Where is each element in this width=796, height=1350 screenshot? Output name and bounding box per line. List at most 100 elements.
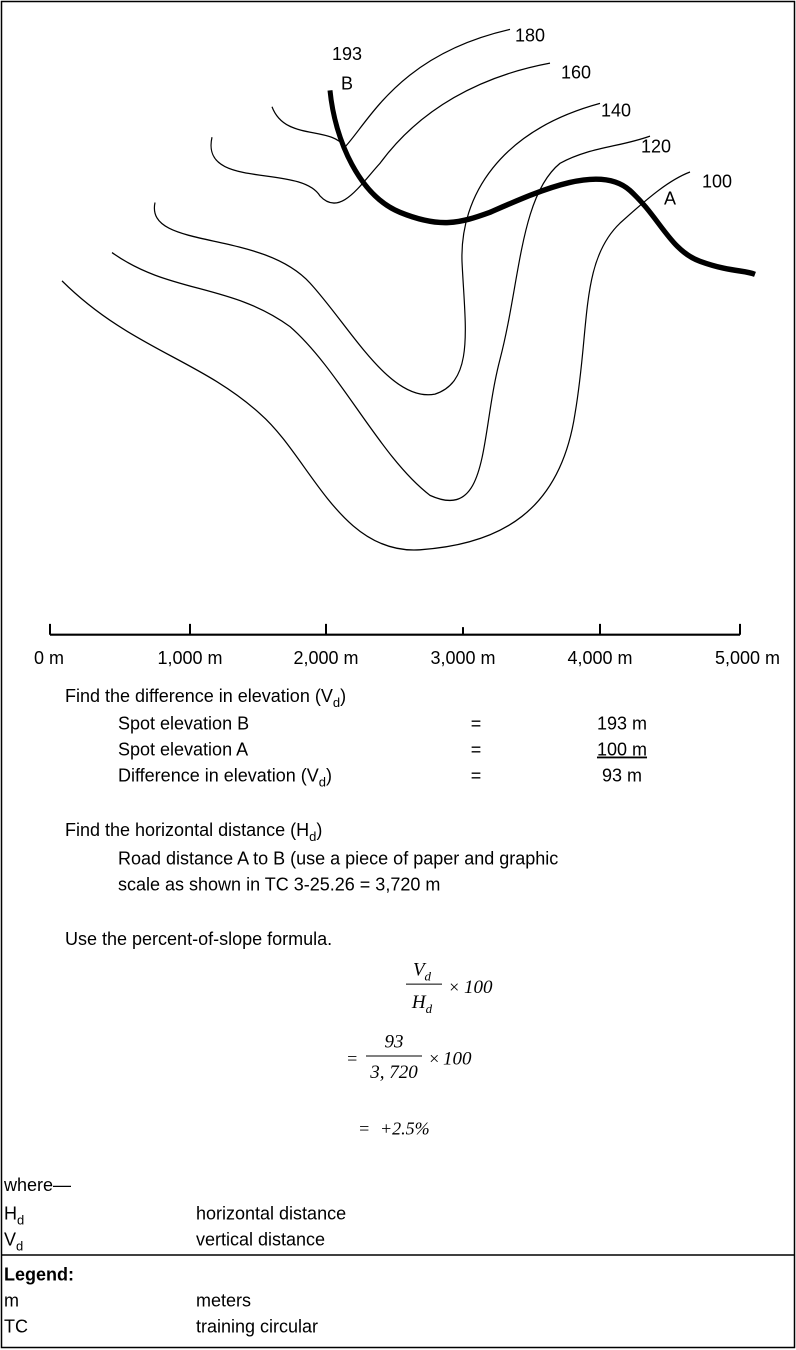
row-label: Spot elevation A (118, 740, 248, 760)
row-value: 93 m (602, 766, 642, 786)
denominator-part: H (411, 992, 427, 1013)
contour-line (153, 102, 601, 396)
operator-part: × (428, 1049, 440, 1069)
contour-line (271, 28, 511, 148)
heading-part: d (333, 695, 340, 710)
term-meaning-part: training circular (196, 1317, 318, 1337)
term-symbol-part: TC (4, 1317, 28, 1337)
term-symbol: Hd (4, 1203, 24, 1227)
contour-label: 100 (702, 171, 732, 191)
denominator-part: d (426, 1001, 433, 1016)
spot-name-part: A (664, 189, 676, 209)
contour-line (111, 135, 651, 502)
term-symbol-part: d (17, 1212, 24, 1227)
row-label: Difference in elevation (Vd) (118, 766, 332, 790)
row-value: 100 m (597, 740, 647, 760)
spot-name: A (664, 189, 676, 209)
text-line: Road distance A to B (use a piece of pap… (118, 848, 558, 868)
row-value-part: 93 m (602, 766, 642, 786)
term-meaning: meters (196, 1290, 251, 1310)
numerator-part: 93 (385, 1031, 404, 1052)
equals: = (358, 1118, 370, 1138)
row-label-part: ) (326, 766, 332, 786)
legend-title: Legend: (4, 1264, 74, 1284)
term-symbol-part: m (4, 1290, 19, 1310)
scale-label-part: 4,000 m (567, 648, 632, 668)
scale-label: 1,000 m (157, 648, 222, 668)
equals-part: = (358, 1118, 370, 1138)
equals-part: = (471, 766, 482, 786)
denominator: 3, 720 (369, 1062, 418, 1083)
contour-line (210, 62, 551, 204)
spot-name: B (341, 73, 353, 93)
scale-label: 3,000 m (430, 648, 495, 668)
operator-part: × (448, 977, 460, 997)
row-value: 193 m (597, 713, 647, 733)
term-meaning: horizontal distance (196, 1203, 346, 1223)
heading-part: Find the difference in elevation (V (65, 686, 333, 706)
row-label-part: Difference in elevation (V (118, 766, 319, 786)
contour-label: 160 (561, 62, 591, 82)
road (327, 90, 756, 277)
row-value-part: 100 m (597, 740, 647, 760)
numerator-part: d (425, 968, 432, 983)
scale-label: 0 m (34, 648, 64, 668)
term-meaning-part: meters (196, 1290, 251, 1310)
equals: = (471, 713, 482, 733)
contour-map (49, 28, 756, 636)
row-label-part: Spot elevation A (118, 740, 248, 760)
scale-label: 4,000 m (567, 648, 632, 668)
row-label: Spot elevation B (118, 713, 249, 733)
term-symbol: Vd (4, 1229, 23, 1253)
denominator: Hd (411, 992, 433, 1016)
term-symbol-part: V (4, 1229, 16, 1249)
heading: Find the difference in elevation (Vd) (65, 686, 346, 710)
operator: × (448, 977, 460, 997)
text-line-part: scale as shown in TC 3-25.26 = 3,720 m (118, 875, 440, 895)
where-label-part: where— (3, 1175, 71, 1195)
equals: = (346, 1049, 358, 1069)
spot-name-part: B (341, 73, 353, 93)
legend-title-part: Legend: (4, 1264, 74, 1284)
heading-part: ) (316, 820, 322, 840)
text-line: scale as shown in TC 3-25.26 = 3,720 m (118, 875, 440, 895)
text-line-part: Road distance A to B (use a piece of pap… (118, 848, 558, 868)
spot-elevation-part: 193 (332, 44, 362, 64)
contour-label: 140 (601, 100, 631, 120)
contour-label-part: 100 (702, 171, 732, 191)
contour-line (61, 171, 691, 551)
scale-label-part: 5,000 m (715, 648, 780, 668)
term-symbol-part: H (4, 1203, 17, 1223)
denominator-part: 3, 720 (369, 1062, 418, 1083)
spot-elevation: 193 (332, 44, 362, 64)
row-label-part: Spot elevation B (118, 713, 249, 733)
numerator: Vd (413, 959, 432, 983)
equals-part: = (346, 1049, 358, 1069)
heading-part: ) (340, 686, 346, 706)
equals: = (471, 740, 482, 760)
heading: Find the horizontal distance (Hd) (65, 820, 322, 844)
scale-label: 2,000 m (293, 648, 358, 668)
term-meaning-part: horizontal distance (196, 1203, 346, 1223)
where-label: where— (3, 1175, 71, 1195)
operator: × (428, 1049, 440, 1069)
contour-label-part: 140 (601, 100, 631, 120)
term-meaning-part: vertical distance (196, 1229, 325, 1249)
term-symbol: m (4, 1290, 19, 1310)
contour-label: 120 (641, 136, 671, 156)
equals: = (471, 766, 482, 786)
heading: Use the percent-of-slope formula. (65, 929, 332, 949)
equals-part: = (471, 740, 482, 760)
scale-label-part: 2,000 m (293, 648, 358, 668)
row-value-part: 193 m (597, 713, 647, 733)
contour-label-part: 180 (515, 25, 545, 45)
scale-label-part: 0 m (34, 648, 64, 668)
term-meaning: vertical distance (196, 1229, 325, 1249)
heading-part: Find the horizontal distance (H (65, 820, 309, 840)
contour-label-part: 120 (641, 136, 671, 156)
scale-label-part: 1,000 m (157, 648, 222, 668)
result: +2.5% (380, 1118, 430, 1138)
numerator: 93 (385, 1031, 404, 1052)
